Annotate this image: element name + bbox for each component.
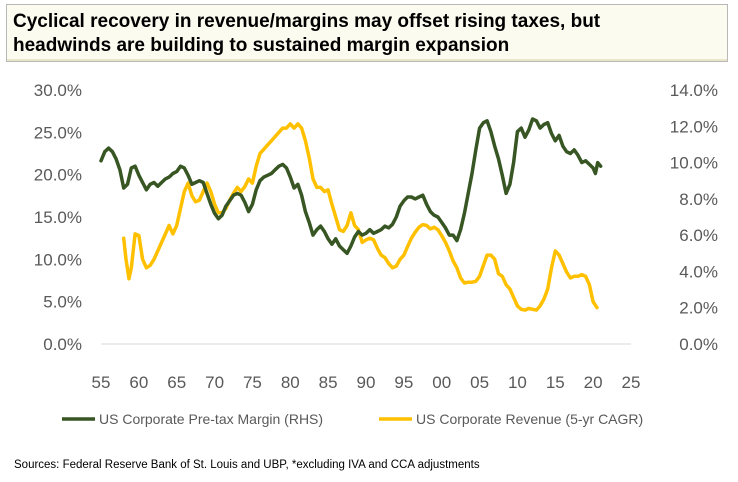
x-tick-label: 05 <box>470 373 489 392</box>
x-tick-label: 15 <box>546 373 565 392</box>
y-left-tick-label: 0.0% <box>43 335 82 354</box>
y-left-tick-label: 20.0% <box>34 166 82 185</box>
x-tick-label: 80 <box>281 373 300 392</box>
y-right-tick-label: 12.0% <box>670 117 718 136</box>
y-axis-right: 0.0% 2.0% 4.0% 6.0% 8.0% 10.0% 12.0% 14.0% <box>670 81 718 354</box>
x-tick-label: 70 <box>205 373 224 392</box>
line-chart: 0.0% 5.0% 10.0% 15.0% 20.0% 25.0% 30.0% 0.0% 2.… <box>34 81 718 427</box>
y-left-tick-label: 25.0% <box>34 123 82 142</box>
x-tick-label: 60 <box>129 373 148 392</box>
x-tick-label: 85 <box>319 373 338 392</box>
x-tick-label: 55 <box>92 373 111 392</box>
legend-label-margin: US Corporate Pre-tax Margin (RHS) <box>99 411 323 427</box>
y-right-tick-label: 2.0% <box>679 299 718 318</box>
chart-title-line-2: headwinds are building to sustained marg… <box>13 35 510 56</box>
legend: US Corporate Pre-tax Margin (RHS) US Cor… <box>62 411 643 427</box>
title-box: Cyclical recovery in revenue/margins may… <box>6 4 728 62</box>
x-tick-label: 20 <box>584 373 603 392</box>
legend-label-revenue: US Corporate Revenue (5-yr CAGR) <box>416 411 643 427</box>
x-axis: 55 60 65 70 75 80 85 90 95 00 05 10 15 20 25 <box>92 373 641 392</box>
x-tick-label: 90 <box>357 373 376 392</box>
y-left-tick-label: 10.0% <box>34 250 82 269</box>
series-line-margin <box>99 117 603 256</box>
x-tick-label: 65 <box>167 373 186 392</box>
y-left-tick-label: 5.0% <box>43 293 82 312</box>
y-left-tick-label: 15.0% <box>34 208 82 227</box>
y-left-tick-label: 30.0% <box>34 81 82 100</box>
x-tick-label: 75 <box>243 373 262 392</box>
x-tick-label: 00 <box>432 373 451 392</box>
y-right-tick-label: 14.0% <box>670 81 718 100</box>
y-right-tick-label: 0.0% <box>679 335 718 354</box>
x-tick-label: 25 <box>622 373 641 392</box>
x-tick-label: 95 <box>394 373 413 392</box>
series-line-revenue <box>121 122 599 312</box>
y-right-tick-label: 4.0% <box>679 262 718 281</box>
series-layer <box>99 117 603 312</box>
y-right-tick-label: 10.0% <box>670 154 718 173</box>
y-right-tick-label: 8.0% <box>679 190 718 209</box>
y-right-tick-label: 6.0% <box>679 226 718 245</box>
chart-title-line-1: Cyclical recovery in revenue/margins may… <box>13 11 601 32</box>
title-underline-band <box>7 59 727 61</box>
y-axis-left: 0.0% 5.0% 10.0% 15.0% 20.0% 25.0% 30.0% <box>34 81 82 354</box>
source-note: Sources: Federal Reserve Bank of St. Lou… <box>14 459 480 471</box>
x-tick-label: 10 <box>508 373 527 392</box>
